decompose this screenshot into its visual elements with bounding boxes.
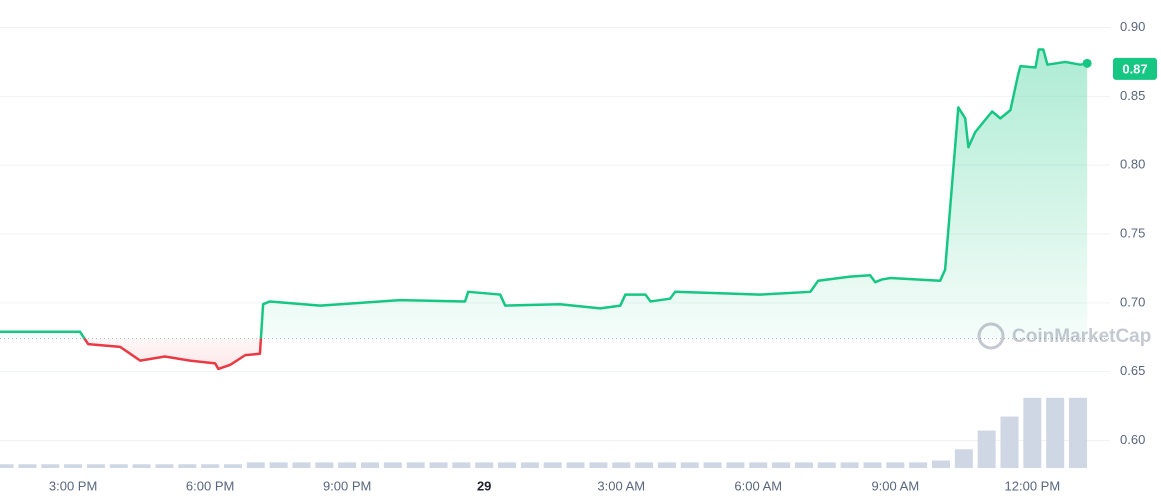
- volume-bar: [886, 462, 905, 468]
- volume-bar: [41, 464, 60, 468]
- volume-bar: [315, 462, 334, 468]
- y-tick-label: 0.80: [1120, 157, 1145, 172]
- volume-bar: [1046, 397, 1065, 468]
- volume-bar: [86, 464, 105, 468]
- volume-bar: [703, 462, 722, 468]
- volume-bar: [954, 449, 973, 468]
- volume-bar: [338, 462, 357, 468]
- volume-bar: [749, 462, 768, 468]
- price-line: [0, 48, 1088, 371]
- y-tick-label: 0.65: [1120, 363, 1145, 378]
- volume-bar: [292, 462, 311, 468]
- volume-bar: [383, 462, 402, 468]
- x-tick-label: 3:00 AM: [597, 478, 645, 493]
- volume-bar: [132, 464, 151, 468]
- volume-bar: [475, 462, 494, 468]
- volume-bar: [817, 462, 836, 468]
- volume-bar: [406, 462, 425, 468]
- volume-bar: [931, 460, 950, 468]
- y-tick-label: 0.75: [1120, 225, 1145, 240]
- x-tick-label: 29: [477, 478, 491, 493]
- volume-bar: [498, 462, 517, 468]
- volume-bar: [1023, 397, 1042, 468]
- volume-bar: [863, 462, 882, 468]
- volume-bar: [178, 464, 197, 468]
- watermark: CoinMarketCap: [977, 322, 1151, 350]
- volume-bar: [269, 462, 288, 468]
- volume-bar: [977, 430, 996, 468]
- volume-bar: [909, 462, 928, 468]
- x-tick-label: 6:00 PM: [186, 478, 234, 493]
- volume-bar: [429, 462, 448, 468]
- x-tick-label: 3:00 PM: [49, 478, 97, 493]
- x-tick-label: 9:00 AM: [871, 478, 919, 493]
- volume-bar: [566, 462, 585, 468]
- watermark-text: CoinMarketCap: [1012, 326, 1151, 347]
- end-dot: [1082, 58, 1092, 68]
- volume-bar: [520, 462, 539, 468]
- price-tag: [1113, 57, 1157, 80]
- volume-bar: [794, 462, 813, 468]
- y-tick-label: 0.70: [1120, 294, 1145, 309]
- y-tick-label: 0.90: [1120, 19, 1145, 34]
- volume-bar: [612, 462, 631, 468]
- volume-bar: [657, 462, 676, 468]
- volume-bar: [543, 462, 562, 468]
- y-tick-label: 0.60: [1120, 432, 1145, 447]
- volume-bar: [246, 462, 265, 468]
- y-tick-label: 0.85: [1120, 88, 1145, 103]
- x-tick-label: 9:00 PM: [323, 478, 371, 493]
- price-area: [0, 49, 1088, 369]
- volume-bar: [680, 462, 699, 468]
- volume-bar: [109, 464, 128, 468]
- volume-bar: [635, 462, 654, 468]
- volume-bar: [726, 462, 745, 468]
- volume-bar: [201, 464, 220, 468]
- volume-bar: [0, 464, 14, 468]
- volume-bar: [361, 462, 379, 468]
- volume-bar: [840, 462, 859, 468]
- volume-bar: [64, 464, 83, 468]
- volume-bar: [18, 464, 37, 468]
- volume-bar: [1069, 397, 1088, 468]
- x-tick-label: 12:00 PM: [1005, 478, 1061, 493]
- volume-bar: [223, 464, 242, 468]
- volume-bar: [155, 464, 174, 468]
- volume-bar: [772, 462, 791, 468]
- volume-bar: [1000, 416, 1019, 468]
- price-tag-label: 0.87: [1122, 61, 1147, 76]
- volume-bar: [452, 462, 471, 468]
- volume-bar: [589, 462, 608, 468]
- x-tick-label: 6:00 AM: [734, 478, 782, 493]
